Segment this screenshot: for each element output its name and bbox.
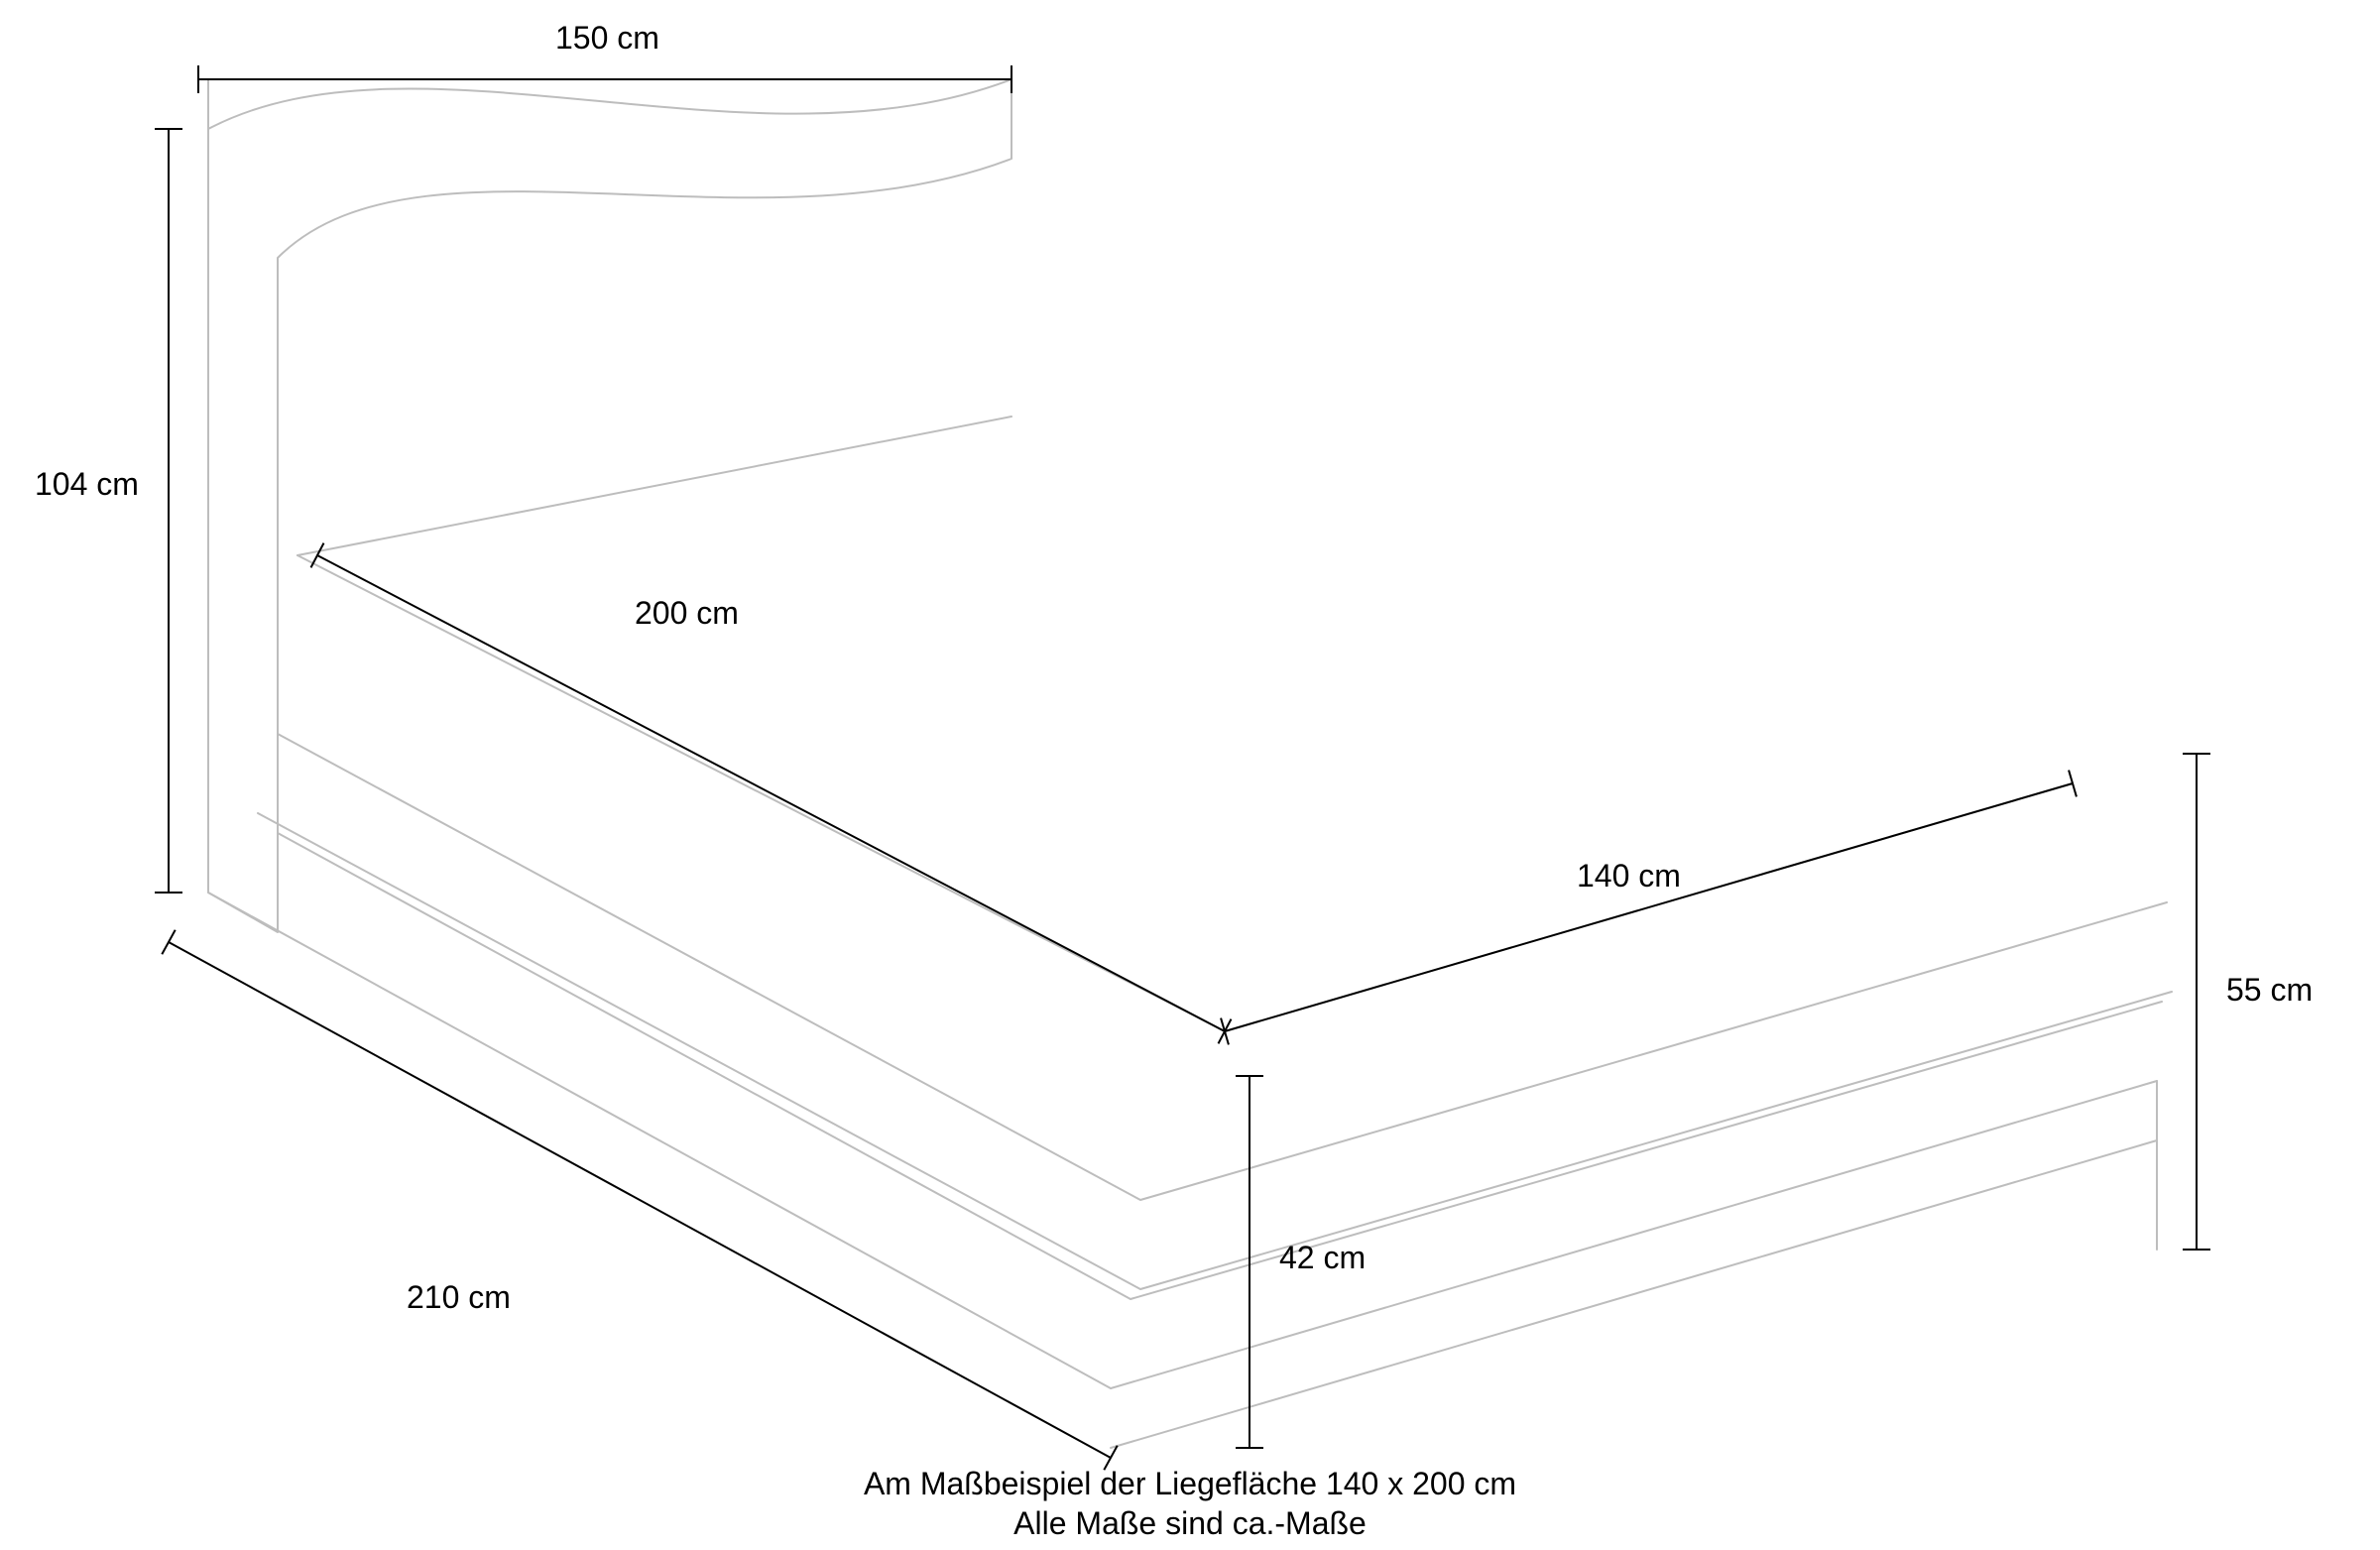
dim-mattress-top-h: 55 cm — [2226, 972, 2313, 1009]
dim-mattress-width: 140 cm — [1577, 858, 1681, 894]
dim-headboard-width: 150 cm — [555, 20, 659, 57]
caption-line-2: Alle Maße sind ca.-Maße — [0, 1505, 2380, 1542]
caption-line-1: Am Maßbeispiel der Liegefläche 140 x 200… — [0, 1466, 2380, 1502]
dim-headboard-height: 104 cm — [35, 466, 139, 503]
dim-mattress-length: 200 cm — [635, 595, 739, 632]
dim-base-height: 42 cm — [1279, 1240, 1366, 1276]
diagram-stage: 150 cm 104 cm 210 cm 200 cm 140 cm 42 cm… — [0, 0, 2380, 1550]
dim-overall-length: 210 cm — [407, 1279, 511, 1316]
bed-drawing — [0, 0, 2380, 1550]
